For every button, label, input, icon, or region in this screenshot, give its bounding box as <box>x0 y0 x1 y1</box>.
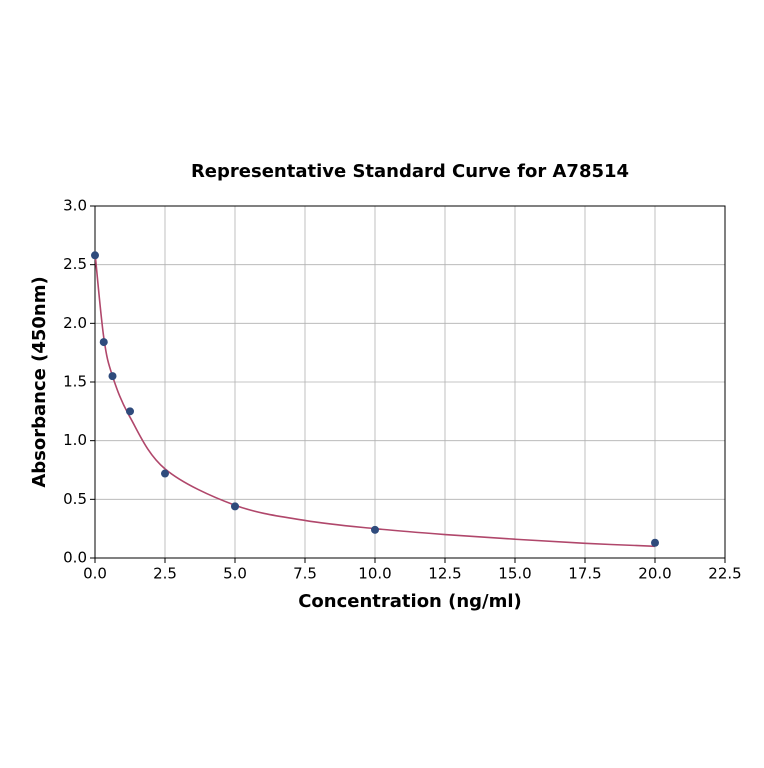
y-tick-label: 2.0 <box>63 314 87 332</box>
x-tick-label: 20.0 <box>638 565 671 583</box>
data-point <box>651 538 659 547</box>
fit-curve <box>94 252 656 548</box>
data-point <box>126 407 134 416</box>
data-point <box>371 525 379 534</box>
x-tick-label: 5.0 <box>223 565 247 583</box>
y-tick-label: 0.5 <box>63 490 87 508</box>
data-point <box>231 502 239 511</box>
y-tick-label: 1.0 <box>63 431 87 449</box>
plot-frame <box>94 205 726 559</box>
data-point <box>91 251 99 260</box>
y-tick-label: 2.5 <box>63 255 87 273</box>
data-point <box>161 469 169 478</box>
data-point <box>99 338 108 347</box>
x-tick-label: 15.0 <box>498 565 531 583</box>
y-tick-label: 3.0 <box>63 197 87 215</box>
x-tick-label: 10.0 <box>358 565 391 583</box>
x-tick-label: 17.5 <box>568 565 601 583</box>
x-tick-label: 0.0 <box>83 565 107 583</box>
x-tick-label: 2.5 <box>153 565 177 583</box>
x-tick-label: 7.5 <box>293 565 317 583</box>
x-tick-label: 22.5 <box>708 565 741 583</box>
y-tick-label: 1.5 <box>63 373 87 391</box>
x-tick-label: 12.5 <box>428 565 461 583</box>
x-axis-label: Concentration (ng/ml) <box>298 591 522 612</box>
data-point <box>108 372 117 381</box>
y-axis-label: Absorbance (450nm) <box>29 276 50 487</box>
chart-title: Representative Standard Curve for A78514 <box>191 161 629 182</box>
y-tick-label: 0.0 <box>63 549 87 567</box>
